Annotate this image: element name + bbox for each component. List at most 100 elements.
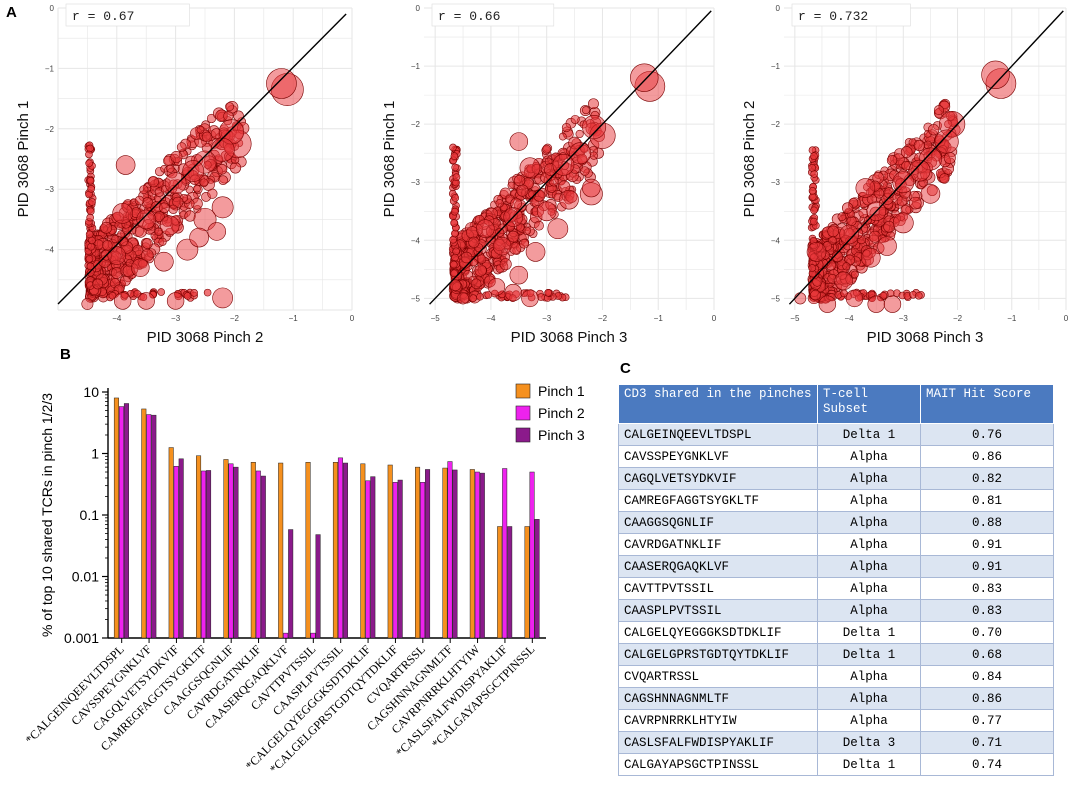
- data-point: [111, 235, 120, 244]
- tcell-subset-cell: Alpha: [817, 467, 921, 490]
- bar-pinch-3: [288, 529, 294, 639]
- data-point: [495, 227, 505, 237]
- highlight-point: [582, 178, 601, 198]
- data-point: [193, 184, 201, 193]
- data-point: [225, 102, 235, 112]
- data-point: [451, 163, 459, 172]
- x-tick-label: −3: [171, 314, 181, 323]
- cd3-sequence-cell: CAGQLVETSYDKVIF: [618, 467, 818, 490]
- r-label-box: [431, 3, 555, 27]
- data-point: [87, 242, 95, 251]
- y-tick-label: −4: [411, 236, 421, 245]
- bar-pinch-2: [529, 471, 535, 639]
- y-tick-label: −3: [45, 185, 55, 194]
- data-point: [172, 196, 184, 208]
- bar-pinch-3: [342, 462, 348, 639]
- data-point: [808, 264, 816, 272]
- data-point: [933, 105, 944, 116]
- cd3-sequence-cell: CVQARTRSSL: [618, 665, 818, 688]
- data-point: [474, 264, 487, 277]
- y-tick-label: −4: [771, 236, 781, 245]
- grid-lines: [784, 7, 1067, 310]
- data-point: [570, 114, 580, 124]
- highlight-point: [892, 212, 914, 234]
- bar-pinch-1: [113, 397, 119, 639]
- bar-pinch-3: [260, 475, 266, 639]
- cd3-sequence-cell: CALGELGPRSTGDTQYTDKLIF: [618, 643, 818, 666]
- data-point: [190, 289, 198, 297]
- x-tick-label: −4: [112, 314, 122, 323]
- tcell-subset-cell: Alpha: [817, 709, 921, 732]
- tcell-subset-cell: Alpha: [817, 577, 921, 600]
- data-point: [159, 202, 170, 214]
- data-point: [147, 176, 159, 188]
- x-tick-label: 0: [350, 314, 355, 323]
- data-point: [92, 278, 104, 290]
- mait-score-cell: 0.82: [920, 467, 1054, 490]
- table-row: CAASERQGAQKLVF Alpha 0.91: [618, 555, 1054, 578]
- x-tick-label: −1: [654, 314, 664, 323]
- data-point: [452, 173, 461, 181]
- data-point: [927, 124, 940, 136]
- data-point: [516, 184, 529, 197]
- mait-score-cell: 0.84: [920, 665, 1054, 688]
- table-row: CALGELGPRSTGDTQYTDKLIF Delta 1 0.68: [618, 643, 1054, 666]
- highlight-point: [794, 292, 807, 305]
- y-tick-label: −2: [45, 125, 55, 134]
- data-point: [134, 195, 145, 206]
- table-row: CAGQLVETSYDKVIF Alpha 0.82: [618, 467, 1054, 490]
- bar-pinch-2: [173, 466, 179, 639]
- y-tick-label: −4: [45, 246, 55, 255]
- mait-score-cell: 0.70: [920, 621, 1054, 644]
- tcell-subset-cell: Delta 1: [817, 621, 921, 644]
- highlight-point: [131, 258, 150, 277]
- mait-score-cell: 0.83: [920, 577, 1054, 600]
- table-row: CVQARTRSSL Alpha 0.84: [618, 665, 1054, 688]
- bar-pinch-1: [168, 447, 174, 639]
- data-point: [581, 106, 590, 115]
- bar-pinch-2: [146, 414, 152, 639]
- regression-line: [57, 13, 347, 305]
- data-point: [86, 268, 95, 277]
- tcell-subset-cell: Alpha: [817, 533, 921, 556]
- cd3-sequence-cell: CASLSFALFWDISPYAKLIF: [618, 731, 818, 754]
- x-tick-label: −4: [486, 314, 496, 323]
- data-point: [450, 219, 458, 227]
- x-tick-label: 0: [712, 314, 717, 323]
- highlight-point: [504, 283, 522, 302]
- data-point: [450, 152, 459, 160]
- legend-label: Pinch 2: [538, 405, 585, 421]
- cd3-sequence-cell: CALGELQYEGGGKSDTDKLIF: [618, 621, 818, 644]
- table-row: CAASPLPVTSSIL Alpha 0.83: [618, 599, 1054, 622]
- mait-score-cell: 0.71: [920, 731, 1054, 754]
- data-point: [851, 270, 859, 279]
- data-point: [450, 207, 459, 216]
- highlight-point: [806, 242, 827, 262]
- data-point: [86, 176, 95, 185]
- highlight-point: [981, 60, 1010, 89]
- bar-pinch-3: [397, 479, 403, 639]
- legend-swatch: [515, 383, 531, 399]
- correlation-label: r = 0.732: [798, 9, 868, 24]
- data-point: [450, 260, 458, 269]
- data-point: [450, 269, 458, 278]
- table-row: CASLSFALFWDISPYAKLIF Delta 3 0.71: [618, 731, 1054, 754]
- x-tick-label: −5: [431, 314, 441, 323]
- cd3-sequence-cell: CAASERQGAQKLVF: [618, 555, 818, 578]
- data-point: [537, 293, 545, 301]
- data-point: [196, 125, 205, 134]
- data-point: [166, 164, 175, 173]
- bar-pinch-3: [151, 414, 157, 639]
- highlight-point: [112, 203, 134, 224]
- cd3-sequence-cell: CAGSHNNAGNMLTF: [618, 687, 818, 710]
- data-point: [561, 122, 571, 133]
- y-tick-label: 0: [50, 4, 55, 13]
- bar-pinch-2: [502, 468, 508, 639]
- data-point: [943, 152, 956, 164]
- data-point: [842, 262, 851, 271]
- x-tick-label: −2: [953, 314, 963, 323]
- data-point: [176, 142, 187, 152]
- data-point: [85, 254, 94, 263]
- data-point: [460, 251, 473, 264]
- correlation-label: r = 0.67: [72, 9, 134, 24]
